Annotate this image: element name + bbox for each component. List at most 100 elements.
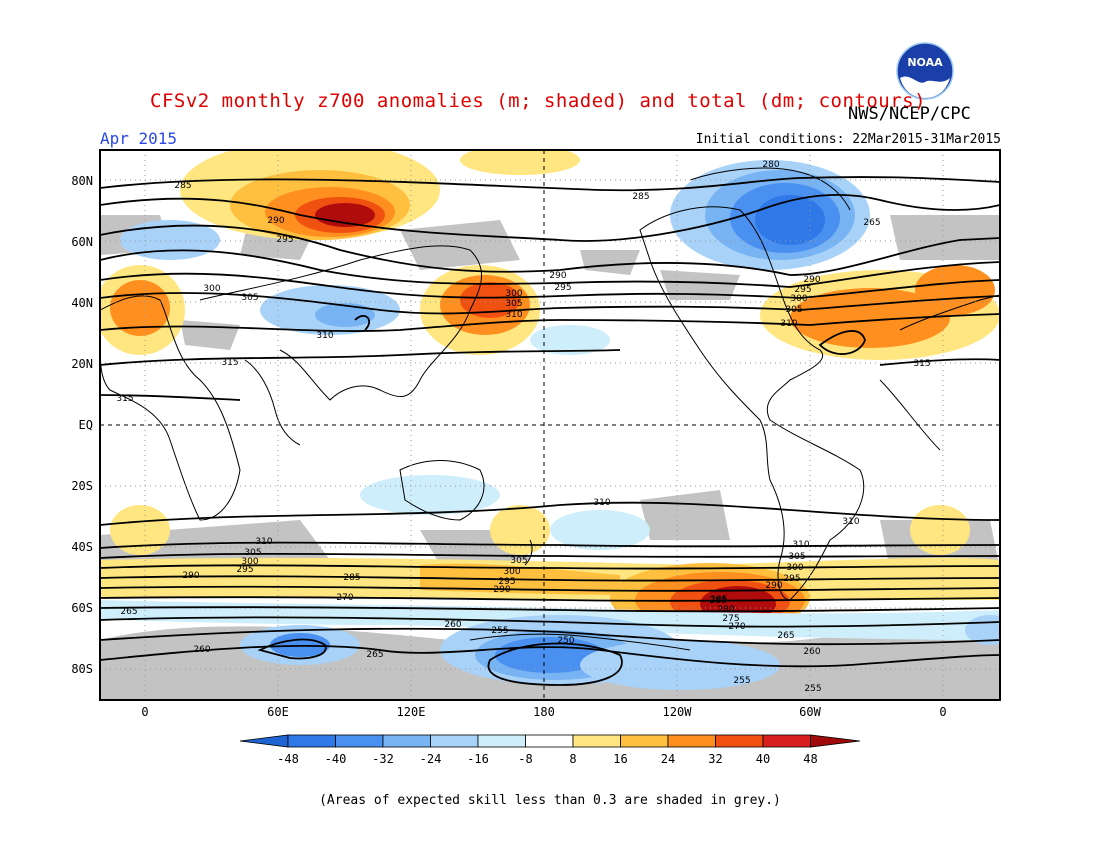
height-contours bbox=[100, 176, 1000, 686]
initial-conditions: Initial conditions: 22Mar2015-31Mar2015 bbox=[695, 132, 1001, 147]
contour-label: 280 bbox=[717, 605, 734, 615]
grid-lines bbox=[100, 150, 1000, 700]
noaa-logo: NOAA bbox=[896, 42, 954, 100]
colorbar-segment bbox=[287, 734, 336, 748]
lon-label: 180 bbox=[533, 705, 555, 719]
colorbar-segment bbox=[715, 734, 764, 748]
colorbar-ticks: -48 -40 -32 -24 -16 -8 8 16 24 32 40 48 bbox=[277, 752, 818, 766]
contour-label: 265 bbox=[366, 650, 383, 660]
contour-label: 305 bbox=[505, 299, 522, 309]
contour-label: 260 bbox=[803, 647, 820, 657]
lat-label: 40N bbox=[71, 296, 93, 310]
coastlines bbox=[100, 167, 1000, 651]
contour-label: 300 bbox=[241, 557, 258, 567]
colorbar-tick: 24 bbox=[661, 752, 675, 766]
colorbar bbox=[239, 734, 861, 748]
colorbar-segment bbox=[382, 734, 431, 748]
contour-label: 285 bbox=[710, 595, 727, 605]
contour-label: 305 bbox=[510, 556, 527, 566]
colorbar-left-arrow bbox=[239, 734, 289, 748]
contour-label: 260 bbox=[193, 645, 210, 655]
org-label: NWS/NCEP/CPC bbox=[848, 104, 971, 124]
contour-label: 315 bbox=[221, 358, 238, 368]
contour-label: 295 bbox=[498, 577, 515, 587]
colorbar-tick: 8 bbox=[569, 752, 576, 766]
lon-label: 0 bbox=[939, 705, 946, 719]
colorbar-segment bbox=[477, 734, 526, 748]
colorbar-tick: 32 bbox=[708, 752, 722, 766]
lat-label: 20N bbox=[71, 357, 93, 371]
contour-label: 255 bbox=[804, 684, 821, 694]
contour-label: 250 bbox=[557, 636, 574, 646]
lat-label: 60N bbox=[71, 235, 93, 249]
colorbar-tick: -16 bbox=[467, 752, 489, 766]
contour-label: 310 bbox=[255, 537, 272, 547]
skill-footnote: (Areas of expected skill less than 0.3 a… bbox=[319, 793, 781, 808]
contour-labels: 285 290 295 300 305 310 315 315 315 290 … bbox=[116, 160, 930, 694]
contour-label: 290 bbox=[803, 275, 820, 285]
map-frame bbox=[99, 149, 1001, 701]
contour-label: 310 bbox=[842, 517, 859, 527]
contour-label: 270 bbox=[336, 593, 353, 603]
lon-label: 60E bbox=[267, 705, 289, 719]
contour-label: 295 bbox=[236, 565, 253, 575]
lat-label: 60S bbox=[71, 601, 93, 615]
contour-label: 310 bbox=[792, 540, 809, 550]
lat-label: 80S bbox=[71, 662, 93, 676]
lon-label: 120W bbox=[663, 705, 693, 719]
contour-label: 265 bbox=[777, 631, 794, 641]
contour-label: 255 bbox=[491, 626, 508, 636]
contour-label: 290 bbox=[765, 581, 782, 591]
lon-label: 120E bbox=[397, 705, 426, 719]
contour-label: 285 bbox=[343, 573, 360, 583]
contour-label: 300 bbox=[505, 289, 522, 299]
contour-label: 305 bbox=[788, 552, 805, 562]
forecast-month: Apr 2015 bbox=[100, 129, 178, 148]
contour-label: 300 bbox=[790, 294, 807, 304]
contour-label: 290 bbox=[267, 216, 284, 226]
lat-label: 20S bbox=[71, 479, 93, 493]
noaa-logo-text: NOAA bbox=[907, 56, 943, 69]
contour-label: 255 bbox=[733, 676, 750, 686]
contour-label: 310 bbox=[780, 319, 797, 329]
colorbar-segment bbox=[525, 734, 574, 748]
longitude-labels: 0 60E 120E 180 120W 60W 0 bbox=[141, 705, 946, 719]
contour-label: 270 bbox=[728, 622, 745, 632]
colorbar-right-arrow bbox=[810, 734, 861, 748]
colorbar-tick: 40 bbox=[756, 752, 770, 766]
contour-label: 295 bbox=[794, 285, 811, 295]
contour-label: 305 bbox=[785, 305, 802, 315]
contour-label: 265 bbox=[863, 218, 880, 228]
lat-label: 40S bbox=[71, 540, 93, 554]
colorbar-segment bbox=[572, 734, 621, 748]
lon-label: 60W bbox=[799, 705, 821, 719]
contour-label: 310 bbox=[505, 310, 522, 320]
contour-label: 280 bbox=[762, 160, 779, 170]
contour-label: 265 bbox=[120, 607, 137, 617]
colorbar-segment bbox=[335, 734, 384, 748]
contour-label: 295 bbox=[554, 283, 571, 293]
colorbar-segment bbox=[667, 734, 716, 748]
contour-label: 300 bbox=[786, 563, 803, 573]
lat-label: EQ bbox=[79, 418, 93, 432]
contour-label: 305 bbox=[244, 548, 261, 558]
contour-label: 310 bbox=[316, 331, 333, 341]
colorbar-tick: 16 bbox=[613, 752, 627, 766]
colorbar-segment bbox=[762, 734, 811, 748]
contour-label: 315 bbox=[913, 359, 930, 369]
colorbar-tick: -48 bbox=[277, 752, 299, 766]
colorbar-tick: -24 bbox=[420, 752, 442, 766]
colorbar-segment bbox=[620, 734, 669, 748]
contour-label: 315 bbox=[116, 394, 133, 404]
latitude-labels: 80N 60N 40N 20N EQ 20S 40S 60S 80S bbox=[71, 174, 93, 676]
colorbar-tick: 48 bbox=[803, 752, 817, 766]
contour-label: 285 bbox=[174, 181, 191, 191]
colorbar-segment bbox=[430, 734, 479, 748]
contour-label: 295 bbox=[276, 235, 293, 245]
lon-label: 0 bbox=[141, 705, 148, 719]
contour-label: 305 bbox=[241, 293, 258, 303]
contour-label: 290 bbox=[182, 571, 199, 581]
colorbar-tick: -40 bbox=[325, 752, 347, 766]
chart-title: CFSv2 monthly z700 anomalies (m; shaded)… bbox=[150, 90, 927, 112]
